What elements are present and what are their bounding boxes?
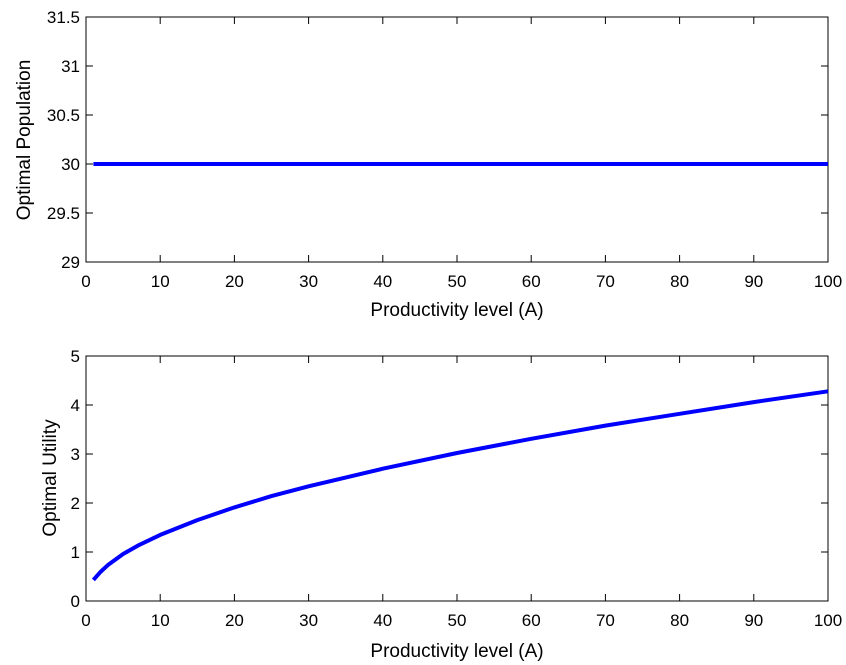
x-tick-label: 60 xyxy=(522,272,541,291)
chart-top: 29 29.5 30 30.5 31 31.5 0 10 20 30 40 50 60 70 80 90 10… xyxy=(14,8,842,321)
x-tick-label: 100 xyxy=(814,611,842,630)
series-line-optimal-utility xyxy=(91,389,829,582)
x-axis-label-top: Productivity level (A) xyxy=(370,300,543,321)
y-axis-label-top: Optimal Population xyxy=(14,60,35,221)
x-tick-label: 70 xyxy=(596,611,615,630)
y-tick-label: 31.5 xyxy=(47,8,80,27)
y-tick-label: 5 xyxy=(71,347,80,366)
chart-bottom: 0 1 2 3 4 5 0 10 20 30 40 50 60 70 80 90 100 Productivi… xyxy=(40,347,842,662)
x-tick-label: 40 xyxy=(373,272,392,291)
x-tick-label: 90 xyxy=(744,272,763,291)
x-tick-label: 10 xyxy=(151,611,170,630)
x-tick-label: 50 xyxy=(448,272,467,291)
y-tick-label: 29.5 xyxy=(47,204,80,223)
x-tick-labels-top: 0 10 20 30 40 50 60 70 80 90 100 xyxy=(81,272,842,291)
y-tick-label: 4 xyxy=(71,396,80,415)
x-tick-label: 0 xyxy=(81,272,90,291)
y-tick-label: 31 xyxy=(61,57,80,76)
x-tick-label: 80 xyxy=(670,272,689,291)
y-tick-label: 30.5 xyxy=(47,106,80,125)
x-tick-label: 80 xyxy=(670,611,689,630)
y-tick-marks-bottom xyxy=(86,355,828,602)
y-tick-label: 30 xyxy=(61,155,80,174)
x-tick-label: 20 xyxy=(225,272,244,291)
x-tick-marks-top xyxy=(85,17,829,262)
x-tick-label: 40 xyxy=(373,611,392,630)
y-tick-label: 2 xyxy=(71,494,80,513)
x-axis-label-bottom: Productivity level (A) xyxy=(370,641,543,662)
y-tick-labels-bottom: 0 1 2 3 4 5 xyxy=(71,347,80,611)
x-tick-label: 70 xyxy=(596,272,615,291)
y-tick-label: 0 xyxy=(71,592,80,611)
x-tick-label: 10 xyxy=(151,272,170,291)
x-tick-label: 60 xyxy=(522,611,541,630)
x-tick-labels-bottom: 0 10 20 30 40 50 60 70 80 90 100 xyxy=(81,611,842,630)
x-tick-label: 50 xyxy=(448,611,467,630)
y-tick-label: 3 xyxy=(71,445,80,464)
x-tick-label: 30 xyxy=(299,272,318,291)
y-tick-label: 29 xyxy=(61,253,80,272)
y-axis-label-bottom: Optimal Utility xyxy=(40,419,61,537)
x-tick-marks-bottom xyxy=(85,356,829,601)
x-tick-label: 90 xyxy=(744,611,763,630)
x-tick-label: 100 xyxy=(814,272,842,291)
y-tick-labels-top: 29 29.5 30 30.5 31 31.5 xyxy=(47,8,80,272)
x-tick-label: 30 xyxy=(299,611,318,630)
plot-area-top xyxy=(85,16,829,263)
x-tick-label: 20 xyxy=(225,611,244,630)
y-tick-label: 1 xyxy=(71,543,80,562)
x-tick-label: 0 xyxy=(81,611,90,630)
plot-area-bottom xyxy=(85,355,829,602)
